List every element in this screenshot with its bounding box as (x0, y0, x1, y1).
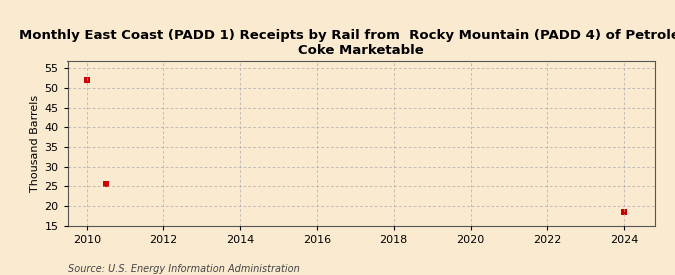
Title: Monthly East Coast (PADD 1) Receipts by Rail from  Rocky Mountain (PADD 4) of Pe: Monthly East Coast (PADD 1) Receipts by … (19, 29, 675, 57)
Text: Source: U.S. Energy Information Administration: Source: U.S. Energy Information Administ… (68, 264, 299, 274)
Y-axis label: Thousand Barrels: Thousand Barrels (30, 94, 40, 192)
